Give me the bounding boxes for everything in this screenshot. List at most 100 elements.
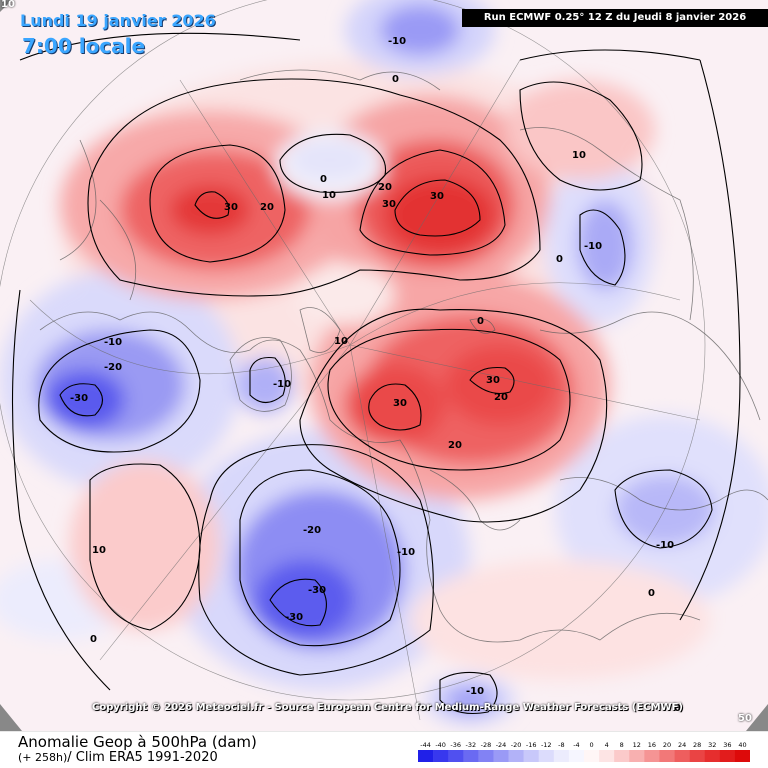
corner-value-bottom-right: 50 [738, 713, 752, 724]
contour-label: 30 [486, 375, 500, 386]
legend-tick-label: 0 [589, 741, 593, 749]
legend-color-swatch [418, 750, 434, 762]
legend-tick-label: 24 [678, 741, 686, 749]
contour-label: 30 [224, 202, 238, 213]
contour-label: -30 [308, 585, 326, 596]
corner-triangle-top-left [0, 0, 12, 12]
legend-tick-label: 16 [648, 741, 656, 749]
legend-tick-label: -28 [481, 741, 492, 749]
contour-20-siberia [359, 149, 506, 256]
contour-20-eurasia [327, 328, 571, 471]
contour-label: 20 [494, 392, 508, 403]
legend-tick-label: 40 [738, 741, 746, 749]
legend-tick-label: -44 [420, 741, 431, 749]
contour-label-group: -10 0 30 20 0 10 20 30 30 10 -10 0 0 10 … [70, 36, 681, 714]
contour-neg30-atl [269, 578, 327, 627]
contour-label: -30 [285, 612, 303, 623]
contour-label: 20 [448, 440, 462, 451]
contour-label: 10 [322, 190, 336, 201]
color-scale-legend: -44 -40 -36 -32 -28 -24 -20 -16 -12 -8 -4 0 4 8 12 16 20… [418, 741, 750, 762]
legend-tick-label: -40 [435, 741, 446, 749]
contour-neg30-west [59, 383, 104, 417]
legend-color-swatch [508, 750, 524, 762]
legend-color-swatch [433, 750, 449, 762]
contour-30-eurasia-a [368, 383, 422, 431]
contour-label: -10 [104, 337, 122, 348]
contour-20-canada [149, 144, 286, 263]
legend-color-swatch [614, 750, 630, 762]
legend-tick-label: -16 [526, 741, 537, 749]
contour-10-north [87, 78, 541, 297]
contour-label: 0 [392, 74, 399, 85]
legend-tick-label: -12 [541, 741, 552, 749]
contour-label: 20 [378, 182, 392, 193]
model-run-info: Run ECMWF 0.25° 12 Z du Jeudi 8 janvier … [462, 9, 768, 27]
contour-label: -30 [70, 393, 88, 404]
corner-value-top-left: 10 [1, 0, 15, 10]
legend-color-swatch [538, 750, 555, 762]
contour-label: -10 [397, 547, 415, 558]
legend-color-swatch [584, 750, 600, 762]
contour-neg10-se [614, 469, 713, 549]
contour-label: 0 [477, 316, 484, 327]
footer-subtitle: (+ 258h)/ Clim ERA5 1991-2020 [18, 750, 218, 765]
legend-tick-label: -24 [496, 741, 507, 749]
legend-color-swatch [644, 750, 660, 762]
legend-color-swatch [568, 750, 585, 762]
contour-label: -10 [466, 686, 484, 697]
legend-color-swatch [478, 750, 494, 762]
contour-label: 10 [572, 150, 586, 161]
legend-color-swatch [523, 750, 540, 762]
legend-tick-label: -20 [511, 741, 522, 749]
legend-color-swatch [463, 750, 479, 762]
legend-tick-label: 8 [620, 741, 624, 749]
legend-tick-label: -4 [573, 741, 579, 749]
legend-color-swatch [629, 750, 645, 762]
contour-10-ne [519, 81, 643, 191]
contour-label: 30 [430, 191, 444, 202]
anomaly-field [0, 0, 768, 725]
contour-label: 10 [92, 545, 106, 556]
footer-lead-time: (+ 258h) [18, 751, 68, 764]
contour-label: 0 [320, 174, 327, 185]
legend-tick-label: -36 [450, 741, 461, 749]
legend-tick-label: 4 [605, 741, 609, 749]
footer-variable-title: Anomalie Geop à 500hPa (dam) [18, 733, 257, 751]
contour-label: 10 [334, 336, 348, 347]
legend-color-swatch [719, 750, 736, 762]
lat-lon-grid [0, 0, 706, 721]
contour-neg10-east [579, 209, 626, 286]
contour-label: -10 [388, 36, 406, 47]
contour-label: -10 [584, 241, 602, 252]
contour-label: 30 [382, 199, 396, 210]
legend-color-swatch [659, 750, 675, 762]
legend-color-swatch [734, 750, 750, 762]
contour-lines [11, 32, 741, 715]
legend-tick-label: -8 [558, 741, 564, 749]
contour-label: 0 [90, 634, 97, 645]
legend-color-swatch [493, 750, 509, 762]
contour-neg20-atl [239, 469, 401, 647]
corner-triangle-bottom-left [0, 704, 22, 731]
forecast-date-title: Lundi 19 janvier 2026 [20, 11, 216, 30]
contour-30-canada [194, 191, 230, 219]
legend-tick-label: -32 [466, 741, 477, 749]
contour-10-eurasia [299, 308, 608, 523]
corner-triangle-bottom-right [746, 704, 768, 731]
contour-label: -20 [104, 362, 122, 373]
legend-color-swatch [689, 750, 706, 762]
legend-tick-label: 20 [663, 741, 671, 749]
contour-label: -10 [273, 379, 291, 390]
contour-label: 20 [260, 202, 274, 213]
legend-tick-label: 28 [693, 741, 701, 749]
contour-10-pacific [89, 463, 201, 631]
legend-tick-label: 12 [633, 741, 641, 749]
contour-30-eurasia-b [469, 366, 515, 395]
legend-color-swatch [674, 750, 690, 762]
legend-color-swatch [448, 750, 464, 762]
legend-color-swatch [704, 750, 721, 762]
contour-label: -20 [303, 525, 321, 536]
legend-color-swatch [553, 750, 570, 762]
